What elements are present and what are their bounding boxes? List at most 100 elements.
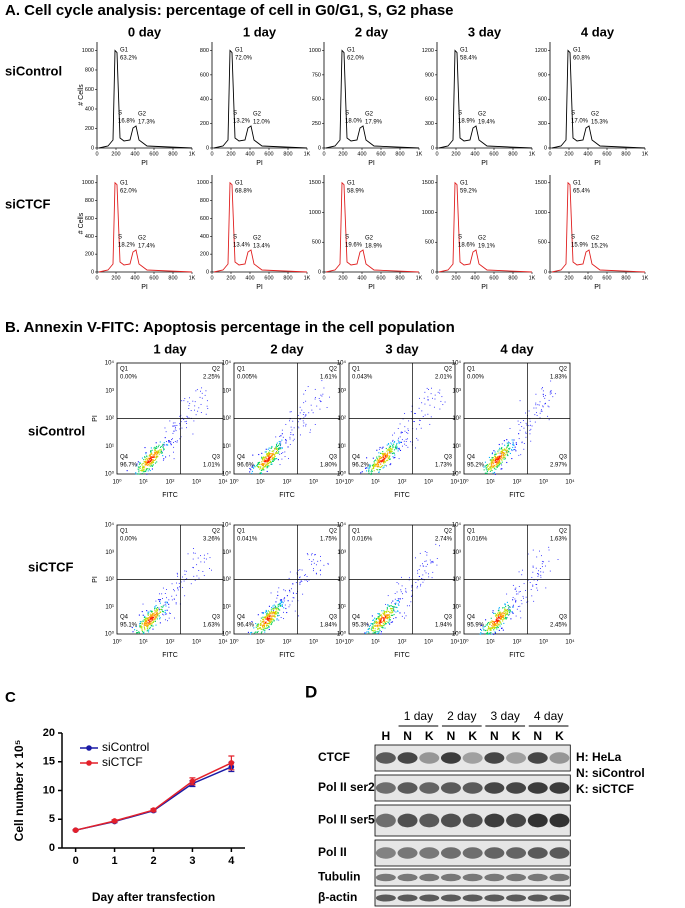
y-tick-label: 10⁰ bbox=[105, 631, 115, 638]
event bbox=[506, 451, 507, 452]
event bbox=[509, 612, 510, 613]
event bbox=[487, 633, 488, 634]
event bbox=[161, 446, 162, 447]
event bbox=[160, 450, 161, 451]
event bbox=[153, 462, 154, 463]
quadrant-percent: 2.45% bbox=[550, 623, 568, 629]
event bbox=[369, 464, 370, 465]
event bbox=[382, 625, 383, 626]
event bbox=[419, 576, 420, 577]
event bbox=[314, 563, 315, 564]
event bbox=[192, 434, 193, 435]
lane-label: K bbox=[555, 729, 564, 743]
event bbox=[261, 461, 262, 462]
quadrant-name: Q3 bbox=[444, 615, 453, 621]
band bbox=[484, 752, 504, 763]
event bbox=[199, 578, 200, 579]
y-tick-label: 600 bbox=[200, 72, 209, 78]
event bbox=[317, 561, 318, 562]
event bbox=[261, 618, 262, 619]
quadrant-name: Q2 bbox=[559, 367, 568, 373]
event bbox=[386, 448, 387, 449]
event bbox=[404, 441, 405, 442]
event bbox=[415, 447, 416, 448]
event bbox=[382, 456, 383, 457]
event bbox=[163, 458, 164, 459]
event bbox=[282, 430, 283, 431]
event bbox=[390, 608, 391, 609]
phase-percent: 19.4% bbox=[478, 120, 496, 126]
event bbox=[379, 623, 380, 624]
y-tick-label: 1200 bbox=[422, 48, 434, 54]
event bbox=[159, 449, 160, 450]
band bbox=[441, 874, 461, 881]
event bbox=[372, 465, 373, 466]
event bbox=[159, 615, 160, 616]
event bbox=[490, 471, 491, 472]
y-tick-label: 1000 bbox=[197, 180, 209, 186]
phase-percent: 13.4% bbox=[233, 243, 251, 249]
event bbox=[278, 609, 279, 610]
event bbox=[179, 586, 180, 587]
event bbox=[491, 627, 492, 628]
band bbox=[376, 814, 396, 828]
event bbox=[505, 450, 506, 451]
event bbox=[281, 440, 282, 441]
quadrant-name: Q3 bbox=[329, 615, 338, 621]
event bbox=[259, 628, 260, 629]
event bbox=[537, 404, 538, 405]
event bbox=[162, 607, 163, 608]
event bbox=[502, 462, 503, 463]
event bbox=[439, 393, 440, 394]
event bbox=[285, 442, 286, 443]
event bbox=[493, 459, 494, 460]
event bbox=[520, 591, 521, 592]
event bbox=[175, 422, 176, 423]
event bbox=[493, 613, 494, 614]
phase-percent: 65.4% bbox=[573, 189, 591, 195]
x-tick-label: 10² bbox=[398, 480, 407, 486]
event bbox=[376, 621, 377, 622]
quadrant-name: Q3 bbox=[329, 455, 338, 461]
y-tick-label: 500 bbox=[312, 240, 321, 246]
event bbox=[288, 600, 289, 601]
x-tick-label: 200 bbox=[338, 275, 347, 281]
event bbox=[149, 623, 150, 624]
event bbox=[398, 600, 399, 601]
y-tick-label: 10³ bbox=[105, 388, 114, 394]
x-tick-label: 600 bbox=[149, 275, 158, 281]
event bbox=[497, 626, 498, 627]
event bbox=[499, 615, 500, 616]
event bbox=[145, 453, 146, 454]
event bbox=[495, 454, 496, 455]
event bbox=[273, 615, 274, 616]
event bbox=[502, 458, 503, 459]
event bbox=[157, 618, 158, 619]
event bbox=[503, 457, 504, 458]
event bbox=[160, 441, 161, 442]
event bbox=[427, 388, 428, 389]
event bbox=[394, 449, 395, 450]
quadrant-name: Q1 bbox=[467, 529, 476, 535]
event bbox=[266, 464, 267, 465]
event bbox=[307, 576, 308, 577]
event bbox=[143, 615, 144, 616]
event bbox=[510, 443, 511, 444]
event bbox=[147, 630, 148, 631]
event bbox=[271, 456, 272, 457]
event bbox=[205, 395, 206, 396]
legend-label: H: HeLa bbox=[576, 750, 622, 764]
x-tick-label: 10³ bbox=[539, 640, 548, 646]
event bbox=[504, 613, 505, 614]
event bbox=[145, 460, 146, 461]
event bbox=[488, 466, 489, 467]
event bbox=[490, 632, 491, 633]
event bbox=[292, 421, 293, 422]
event bbox=[265, 451, 266, 452]
phase-percent: 72.0% bbox=[235, 56, 253, 62]
event bbox=[155, 612, 156, 613]
event bbox=[506, 452, 507, 453]
row-label: CTCF bbox=[318, 750, 350, 764]
y-axis-label: PI bbox=[92, 415, 99, 422]
event bbox=[269, 611, 270, 612]
